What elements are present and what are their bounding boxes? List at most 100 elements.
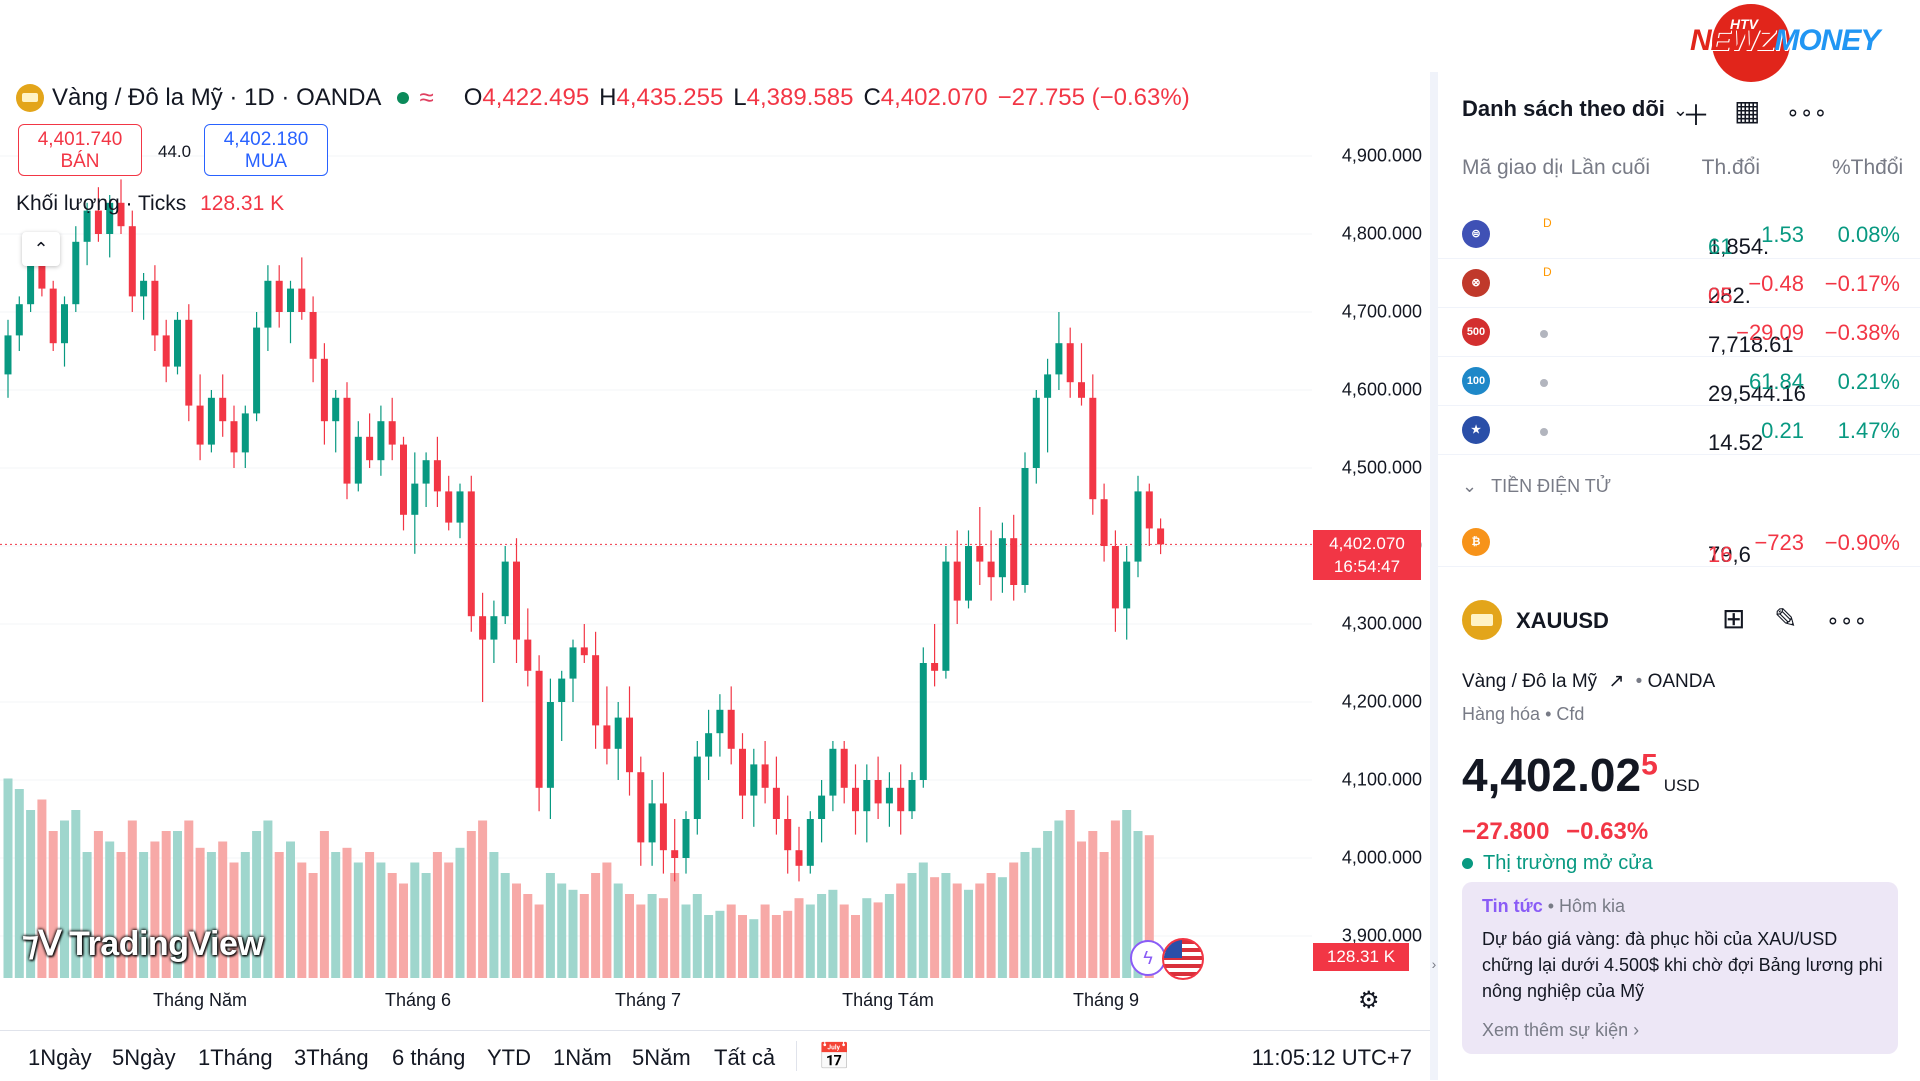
watchlist-row[interactable]: ⊗HNXINDEXD282.05−0.48−0.17% (1438, 259, 1920, 308)
candle[interactable] (15, 296, 23, 351)
candle[interactable] (908, 772, 916, 819)
candle[interactable] (287, 280, 294, 344)
candle[interactable] (1157, 518, 1165, 555)
candle[interactable] (94, 187, 102, 242)
candle[interactable] (456, 483, 464, 539)
candle[interactable] (117, 179, 125, 234)
timeframe-button[interactable]: 5Năm (632, 1045, 691, 1070)
panel-splitter[interactable] (1430, 72, 1438, 1080)
watchlist-row[interactable]: ★VIX14.520.211.47% (1438, 406, 1920, 455)
candle[interactable] (241, 405, 249, 468)
news-headline[interactable]: Dự báo giá vàng: đà phục hồi của XAU/USD… (1482, 929, 1883, 1001)
candle[interactable] (863, 764, 871, 843)
candle[interactable] (648, 780, 656, 866)
detail-symbol[interactable]: XAUUSD (1516, 608, 1609, 633)
candle[interactable] (953, 530, 961, 624)
candle[interactable] (83, 202, 91, 266)
candle[interactable] (1021, 452, 1029, 593)
candle[interactable] (784, 795, 792, 874)
candle[interactable] (1078, 343, 1085, 406)
more-options-icon[interactable]: ∘∘∘ (1826, 608, 1868, 633)
candle[interactable] (1044, 358, 1052, 453)
lightning-icon[interactable]: ϟ (1130, 940, 1166, 976)
candle[interactable] (852, 764, 859, 835)
candle[interactable] (513, 538, 520, 663)
candle[interactable] (388, 397, 396, 461)
candle[interactable] (433, 436, 441, 507)
candle[interactable] (1123, 546, 1131, 640)
candle[interactable] (1100, 483, 1108, 562)
add-symbol-plus-icon[interactable]: ＋ (1682, 100, 1711, 131)
candle[interactable] (739, 733, 746, 819)
candle[interactable] (275, 265, 283, 328)
candle[interactable] (185, 304, 193, 422)
candle[interactable] (716, 694, 724, 757)
detail-name-line[interactable]: Vàng / Đô la Mỹ ↗ • OANDA (1462, 670, 1715, 693)
candle[interactable] (671, 819, 679, 882)
candle[interactable] (818, 780, 826, 843)
candle[interactable] (467, 475, 475, 632)
col-change[interactable]: Th.đổi (1701, 156, 1760, 179)
candle[interactable] (637, 756, 645, 866)
crypto-section-header[interactable]: ⌄ TIỀN ĐIỆN TỬ (1462, 476, 1611, 497)
settings-gear-icon[interactable]: ⚙ (1358, 987, 1380, 1014)
candle[interactable] (976, 507, 984, 585)
us-flag-icon[interactable] (1162, 938, 1204, 980)
candle[interactable] (1055, 312, 1063, 390)
candle[interactable] (445, 475, 453, 531)
candle[interactable] (795, 826, 803, 882)
candle[interactable] (626, 686, 633, 796)
timeframe-button[interactable]: 1Năm (553, 1045, 612, 1070)
legend-title[interactable]: Vàng / Đô la Mỹ · 1D · OANDA (52, 83, 382, 111)
candle[interactable] (603, 686, 611, 765)
candle[interactable] (298, 257, 306, 320)
candle[interactable] (682, 811, 690, 874)
candle[interactable] (614, 702, 622, 780)
candle[interactable] (942, 546, 950, 679)
candle[interactable] (546, 678, 554, 819)
candle[interactable] (4, 319, 12, 398)
timeframe-button[interactable]: 5Ngày (112, 1045, 176, 1070)
col-change-pct[interactable]: %Thđổi (1832, 156, 1904, 179)
candle[interactable] (72, 226, 80, 312)
candle[interactable] (592, 631, 600, 749)
candle[interactable] (253, 312, 261, 422)
grid-layout-icon[interactable]: ⊞ (1722, 603, 1746, 634)
tradingview-logo[interactable]: ⁊ᐯ TradingView (22, 924, 264, 964)
candle[interactable] (400, 436, 407, 531)
candle[interactable] (264, 265, 272, 351)
timeframe-button[interactable]: 6 tháng (392, 1045, 466, 1070)
timeframe-button[interactable]: 1Ngày (28, 1045, 92, 1070)
candle[interactable] (354, 421, 362, 492)
buy-button[interactable]: 4,402.180 MUA (204, 124, 328, 176)
candle[interactable] (411, 452, 419, 554)
candle[interactable] (1089, 374, 1097, 515)
candle[interactable] (1134, 475, 1142, 578)
sell-button[interactable]: 4,401.740 BÁN (18, 124, 142, 176)
candle[interactable] (422, 452, 430, 507)
candle[interactable] (196, 374, 204, 461)
candle[interactable] (840, 741, 848, 804)
col-last[interactable]: Lần cuối (1570, 156, 1650, 179)
candle[interactable] (931, 624, 939, 687)
candle[interactable] (965, 530, 972, 609)
table-layout-icon[interactable]: ▦ (1734, 95, 1761, 126)
candle[interactable] (332, 390, 340, 453)
calendar-range-icon[interactable]: 📅 (818, 1041, 851, 1071)
candle[interactable] (705, 709, 713, 780)
col-symbol[interactable]: Mã giao dịch (1462, 156, 1562, 179)
candle[interactable] (987, 530, 995, 601)
candle[interactable] (998, 522, 1006, 593)
watchlist-row[interactable]: ₿BTCUSD79,616−723−0.90% (1438, 518, 1920, 567)
candle[interactable] (490, 600, 498, 663)
timeframe-button[interactable]: Tất cả (714, 1045, 776, 1070)
candle[interactable] (128, 210, 136, 312)
candle[interactable] (343, 382, 351, 500)
candle[interactable] (140, 273, 148, 320)
candle[interactable] (49, 280, 57, 351)
candle[interactable] (320, 343, 328, 445)
candle[interactable] (772, 756, 780, 835)
candlestick-chart[interactable] (0, 72, 1430, 1030)
candle[interactable] (659, 772, 667, 874)
